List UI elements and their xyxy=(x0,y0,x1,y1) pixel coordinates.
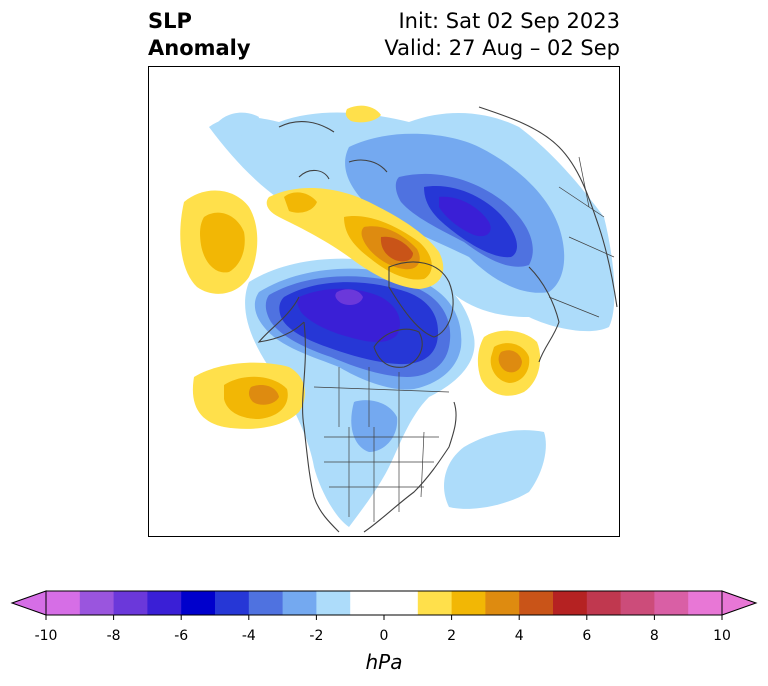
colorbar-segment xyxy=(688,591,723,615)
colorbar-segment xyxy=(485,591,520,615)
colorbar-segment xyxy=(350,591,419,615)
colorbar-segment xyxy=(586,591,622,615)
coastline-greenland xyxy=(388,261,454,338)
colorbar-tick-label: -10 xyxy=(34,628,58,644)
colorbar-tick-label: -4 xyxy=(241,628,256,644)
colorbar-segment xyxy=(79,591,115,615)
colorbar-graphic xyxy=(10,590,758,620)
colorbar-segment xyxy=(553,591,588,615)
contour-zero-edge xyxy=(149,285,157,317)
anomaly-map xyxy=(149,105,618,533)
title-line-2: Anomaly xyxy=(148,36,251,60)
colorbar-segment xyxy=(215,591,250,615)
chart-title: SLP Anomaly xyxy=(148,8,251,62)
eurasia-borders xyxy=(548,156,615,318)
date-info: Init: Sat 02 Sep 2023 Valid: 27 Aug – 02… xyxy=(384,8,620,62)
colorbar-segment xyxy=(519,591,554,615)
coastline-arctic-islands xyxy=(278,121,388,180)
colorbar-segment xyxy=(282,591,317,615)
contour-neg-core-central xyxy=(297,288,401,342)
colorbar-segment xyxy=(316,591,351,615)
colorbar-segment xyxy=(417,591,453,615)
colorbar-segment xyxy=(654,591,689,615)
contour-neg-core-north xyxy=(439,196,491,237)
colorbar-extend-high xyxy=(721,590,758,616)
coastline-north-america-east xyxy=(363,401,457,533)
valid-range: Valid: 27 Aug – 02 Sep xyxy=(384,36,620,60)
contour-neg-mid-south xyxy=(351,400,398,452)
province-borders xyxy=(313,367,450,429)
contour-pos-deep-pacific-south xyxy=(248,385,279,405)
contour-pos-mid-pacific-west xyxy=(200,212,245,273)
contour-neg-light-atlantic xyxy=(444,430,546,509)
coastline-hudson-bay xyxy=(373,328,423,368)
colorbar-segment xyxy=(620,591,655,615)
colorbar-segment xyxy=(181,591,216,615)
colorbar-segment xyxy=(113,591,148,615)
colorbar-tick-label: 10 xyxy=(713,628,731,644)
contour-neg-min-center xyxy=(335,289,363,305)
colorbar-tick-label: 6 xyxy=(582,628,592,644)
colorbar-ticks xyxy=(45,615,723,620)
state-borders xyxy=(324,427,439,522)
colorbar-tick-label: 0 xyxy=(379,628,389,644)
contour-pos-core-arctic xyxy=(380,236,413,262)
anomaly-contours xyxy=(149,105,615,527)
colorbar-tick-label: 2 xyxy=(447,628,457,644)
colorbar-segment xyxy=(46,591,81,615)
coastline-eurasia xyxy=(478,106,618,308)
colorbar-segment xyxy=(248,591,284,615)
colorbar xyxy=(0,585,768,680)
contour-pos-light-north xyxy=(345,105,381,123)
colorbar-units: hPa xyxy=(365,650,403,674)
init-date: Init: Sat 02 Sep 2023 xyxy=(398,9,620,33)
colorbar-tick-label: -6 xyxy=(174,628,189,644)
coastline-north-america-west xyxy=(302,321,340,533)
colorbar-extend-low xyxy=(10,590,47,616)
title-line-1: SLP xyxy=(148,9,192,33)
contour-neg-light-pacific xyxy=(213,112,259,139)
colorbar-segment xyxy=(147,591,182,615)
colorbar-tick-label: 4 xyxy=(514,628,524,644)
colorbar-segment xyxy=(451,591,486,615)
colorbar-tick-label: 8 xyxy=(649,628,659,644)
coastline-europe xyxy=(528,266,560,363)
coastline-alaska xyxy=(257,296,305,343)
contour-pos-deep-atlantic xyxy=(498,350,522,373)
map-panel xyxy=(148,66,620,537)
colorbar-tick-label: -8 xyxy=(106,628,121,644)
contour-pos-mid-arctic-small xyxy=(284,192,317,213)
colorbar-segments xyxy=(46,591,723,615)
colorbar-tick-label: -2 xyxy=(309,628,324,644)
coastlines xyxy=(257,106,618,533)
